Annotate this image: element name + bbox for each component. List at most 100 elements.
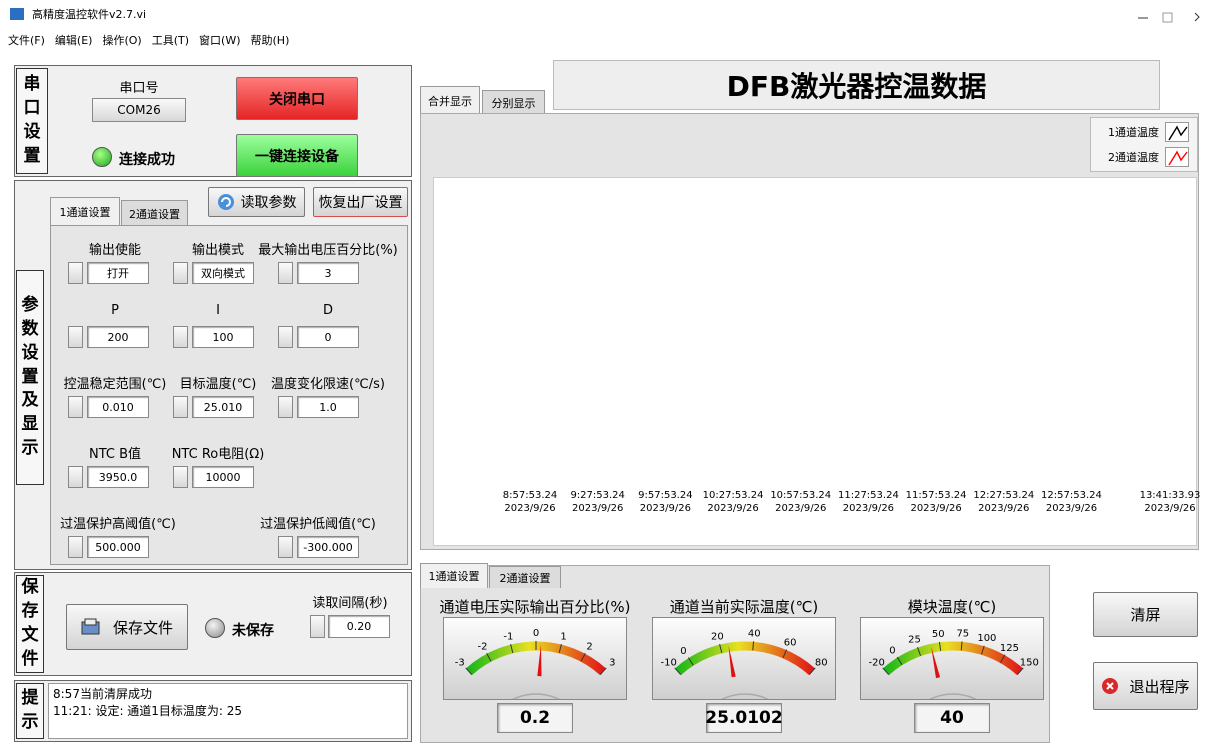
field-value[interactable]: 0 xyxy=(297,326,359,348)
legend-icon xyxy=(1165,147,1189,167)
spinner[interactable] xyxy=(278,262,293,284)
app-icon xyxy=(10,8,24,20)
tab[interactable]: 2通道设置 xyxy=(121,200,188,226)
section-label-text: 提示 xyxy=(21,688,39,732)
reset-button[interactable]: 恢复出厂设置 xyxy=(313,187,408,217)
spinner[interactable] xyxy=(68,262,83,284)
spinner[interactable] xyxy=(173,262,188,284)
gauge-scale xyxy=(675,641,815,676)
tab-text: 分别显示 xyxy=(491,96,536,110)
field-value[interactable]: 25.010 xyxy=(192,396,254,418)
save-status: 未保存 xyxy=(232,623,274,639)
save-button[interactable]: 保存文件 xyxy=(66,604,188,650)
legend-icon xyxy=(1165,122,1189,142)
field-value[interactable]: 3 xyxy=(297,262,359,284)
window-title: 高精度温控软件v2.7.vi xyxy=(32,8,147,21)
spinner[interactable] xyxy=(68,326,83,348)
field-value[interactable]: 10000 xyxy=(192,466,254,488)
legend-label: 1通道温度 xyxy=(1108,126,1159,139)
gauge-value: 0.2 xyxy=(497,703,573,733)
spinner[interactable] xyxy=(310,615,325,638)
section-label: 提示 xyxy=(16,683,44,739)
button-text: 恢复出厂设置 xyxy=(318,195,403,211)
button-text: 保存文件 xyxy=(112,618,173,637)
gauge-tick xyxy=(580,653,586,662)
x-tick-label: 10:57:53.24 2023/9/26 xyxy=(770,490,832,514)
field-value[interactable]: 500.000 xyxy=(87,536,149,558)
field-value[interactable]: 打开 xyxy=(87,262,149,284)
field-value[interactable]: 200 xyxy=(87,326,149,348)
gauge-title: 通道当前实际温度(℃) xyxy=(669,598,819,616)
menu-item[interactable]: 帮助(H) xyxy=(250,34,290,47)
tab[interactable]: 分别显示 xyxy=(482,90,545,114)
tab-text: 1通道设置 xyxy=(59,206,111,219)
section-label-text: 参数设置及显示 xyxy=(21,295,39,458)
spinner[interactable] xyxy=(68,466,83,488)
gauge-tick xyxy=(981,645,985,655)
legend-swatch xyxy=(1168,150,1188,166)
read-button[interactable]: 读取参数 xyxy=(208,187,305,217)
field-value[interactable]: 1.0 xyxy=(297,396,359,418)
x-tick-label: 8:57:53.24 2023/9/26 xyxy=(502,490,558,514)
connect-button[interactable]: 一键连接设备 xyxy=(236,134,358,177)
gauge-tick-label: -10 xyxy=(661,657,677,668)
menu-item[interactable]: 工具(T) xyxy=(151,34,190,47)
gauge-tick-label: 100 xyxy=(977,633,996,644)
tab-text: 2通道设置 xyxy=(129,207,180,221)
tab-text: 2通道设置 xyxy=(499,571,551,585)
section-label-text: 串口设置 xyxy=(23,74,41,166)
clear-button[interactable]: 清屏 xyxy=(1093,592,1198,637)
spinner[interactable] xyxy=(278,536,293,558)
spinner[interactable] xyxy=(173,326,188,348)
gauge-tick xyxy=(687,657,694,666)
gauge-needle xyxy=(537,644,542,677)
close-port-button[interactable]: 关闭串口 xyxy=(236,77,358,120)
gauge: -3 -2 -1 0 1 2 3 xyxy=(443,617,627,700)
spinner[interactable] xyxy=(68,396,83,418)
menu-item[interactable]: 文件(F) xyxy=(8,34,45,47)
exit-icon xyxy=(1102,678,1119,694)
field-value: 0.20 xyxy=(346,620,372,633)
port-combo[interactable]: COM26 xyxy=(92,98,186,122)
field-value[interactable]: 100 xyxy=(192,326,254,348)
interval-field[interactable]: 0.20 xyxy=(328,615,390,638)
spinner[interactable] xyxy=(68,536,83,558)
button-text: 退出程序 xyxy=(1129,677,1190,696)
gauge-tick-label: 0 xyxy=(533,628,539,639)
menu-bar: 文件(F) 编辑(E) 操作(O) 工具(T) 窗口(W) 帮助(H) xyxy=(8,32,289,48)
tab[interactable]: 2通道设置 xyxy=(489,566,561,588)
gauge-inner-arc xyxy=(721,693,769,699)
menu-item[interactable]: 操作(O) xyxy=(102,34,142,47)
gauge-tick-label: -2 xyxy=(477,641,487,652)
field-label: I xyxy=(216,303,220,318)
maximize-icon[interactable] xyxy=(1162,12,1173,23)
button-text: 读取参数 xyxy=(240,195,297,211)
spinner[interactable] xyxy=(278,396,293,418)
field-value[interactable]: 3950.0 xyxy=(87,466,149,488)
gauge-tick-label: 3 xyxy=(609,657,615,668)
field-label: D xyxy=(322,303,333,318)
close-icon[interactable] xyxy=(1194,12,1200,22)
menu-item[interactable]: 编辑(E) xyxy=(54,34,93,47)
tab-text: 1通道设置 xyxy=(428,570,480,583)
field-value[interactable]: -300.000 xyxy=(297,536,359,558)
section-label: 参数设置及显示 xyxy=(16,270,44,485)
field-value[interactable]: 0.010 xyxy=(87,396,149,418)
x-tick-label: 12:57:53.24 2023/9/26 xyxy=(1041,490,1102,514)
tab[interactable]: 合并显示 xyxy=(420,86,480,114)
field-value[interactable]: 双向模式 xyxy=(192,262,254,284)
plot-area xyxy=(433,177,1197,546)
spinner[interactable] xyxy=(173,396,188,418)
x-tick-label: 12:27:53.24 2023/9/26 xyxy=(973,490,1035,514)
gauge-tick-label: 40 xyxy=(748,628,761,639)
menu-item[interactable]: 窗口(W) xyxy=(199,34,241,47)
legend-label: 2通道温度 xyxy=(1108,151,1159,164)
section-label: 保存文件 xyxy=(16,575,44,673)
tab[interactable]: 1通道设置 xyxy=(420,563,488,588)
spinner[interactable] xyxy=(173,466,188,488)
exit-button[interactable]: 退出程序 xyxy=(1093,662,1198,710)
interval-label: 读取间隔(秒) xyxy=(312,596,388,611)
tab[interactable]: 1通道设置 xyxy=(50,197,120,226)
spinner[interactable] xyxy=(278,326,293,348)
